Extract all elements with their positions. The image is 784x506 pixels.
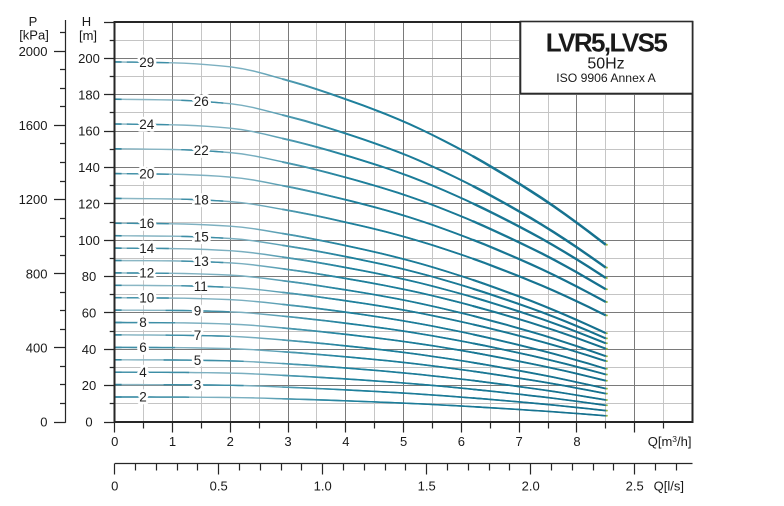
svg-text:200: 200 [78,51,100,66]
svg-text:3: 3 [284,434,291,449]
svg-text:Q[m3/h]: Q[m3/h] [648,434,692,449]
svg-text:10: 10 [139,291,154,306]
svg-text:P: P [29,14,38,29]
svg-text:LVR5,LVS5: LVR5,LVS5 [546,28,668,58]
svg-text:18: 18 [194,193,209,208]
svg-text:26: 26 [194,94,209,109]
svg-text:[m]: [m] [79,28,97,43]
svg-text:H: H [82,14,91,29]
svg-text:800: 800 [26,266,48,281]
svg-text:2: 2 [139,390,147,405]
svg-text:5: 5 [194,353,202,368]
svg-text:16: 16 [139,216,154,231]
svg-text:22: 22 [194,143,209,158]
svg-text:20: 20 [82,378,96,393]
svg-text:6: 6 [458,434,465,449]
svg-text:60: 60 [82,306,96,321]
svg-text:7: 7 [194,328,202,343]
svg-text:1.5: 1.5 [418,478,436,493]
svg-text:1: 1 [169,434,176,449]
svg-text:7: 7 [516,434,523,449]
svg-text:Q[l/s]: Q[l/s] [654,478,684,493]
svg-text:4: 4 [342,434,349,449]
svg-text:2000: 2000 [19,44,48,59]
svg-text:2.0: 2.0 [522,478,540,493]
svg-text:2.5: 2.5 [626,478,644,493]
svg-text:80: 80 [82,269,96,284]
svg-text:0: 0 [111,434,118,449]
svg-text:2: 2 [227,434,234,449]
svg-text:180: 180 [78,87,100,102]
svg-text:11: 11 [194,279,208,294]
svg-text:24: 24 [139,117,155,132]
svg-text:400: 400 [26,340,48,355]
svg-text:0: 0 [40,415,47,430]
svg-text:160: 160 [78,124,100,139]
svg-text:5: 5 [400,434,407,449]
svg-text:0.5: 0.5 [210,478,228,493]
svg-text:8: 8 [573,434,580,449]
svg-text:29: 29 [139,55,154,70]
svg-text:[kPa]: [kPa] [19,28,49,43]
svg-text:50Hz: 50Hz [587,55,624,72]
svg-text:13: 13 [194,254,209,269]
svg-text:14: 14 [139,241,155,256]
svg-text:1.0: 1.0 [314,478,332,493]
svg-text:3: 3 [194,378,202,393]
svg-text:120: 120 [78,196,100,211]
svg-text:6: 6 [139,340,147,355]
svg-text:12: 12 [139,266,154,281]
svg-text:15: 15 [194,230,209,245]
svg-text:1200: 1200 [19,192,48,207]
svg-text:ISO 9906 Annex A: ISO 9906 Annex A [556,71,656,85]
svg-text:0: 0 [111,478,118,493]
svg-text:1600: 1600 [19,118,48,133]
svg-text:9: 9 [194,303,202,318]
svg-text:40: 40 [82,342,96,357]
svg-text:100: 100 [78,233,100,248]
svg-text:8: 8 [139,315,147,330]
svg-text:140: 140 [78,160,100,175]
svg-text:0: 0 [85,415,92,430]
svg-text:4: 4 [139,365,147,380]
svg-text:20: 20 [139,167,154,182]
